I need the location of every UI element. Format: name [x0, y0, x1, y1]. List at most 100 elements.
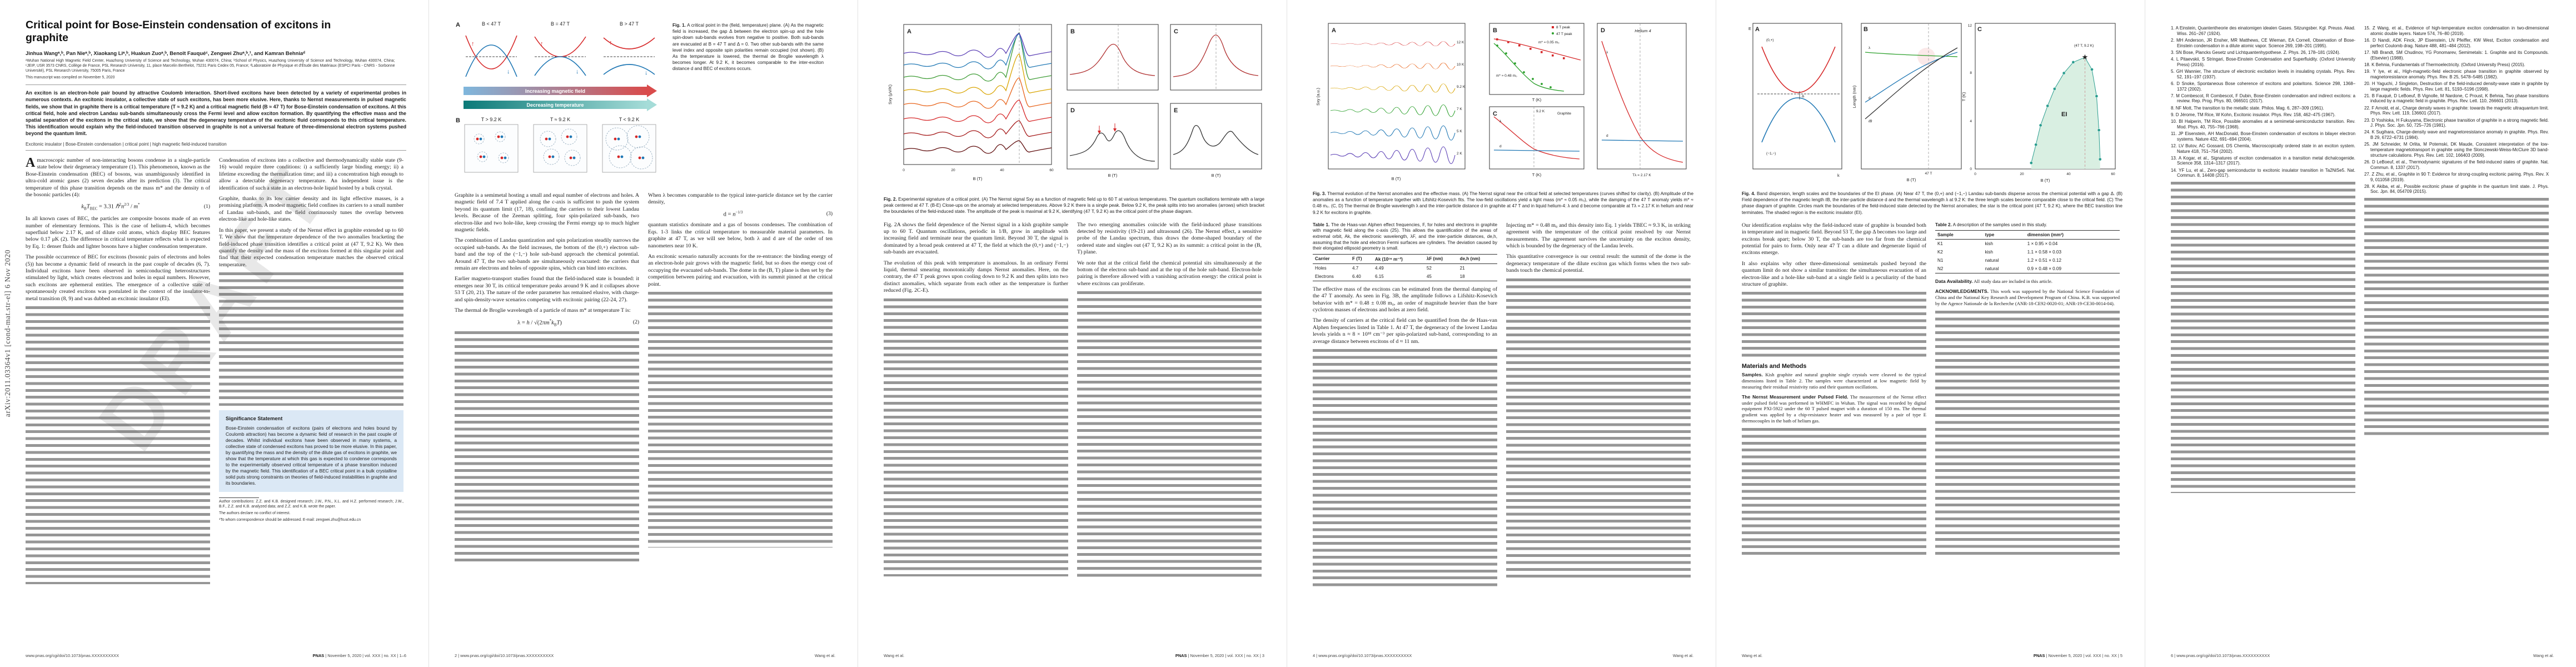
text-lines	[1742, 427, 1926, 556]
band-diagram-3: ↑ ↓	[603, 37, 655, 76]
svg-text:B: B	[1070, 28, 1075, 35]
footer-authors: Wang et al.	[884, 653, 905, 658]
column-right: Table 2. A description of the samples us…	[1935, 222, 2120, 560]
reference: 11. JP Eisenstein, AH MacDonald, Bose-Ei…	[2171, 131, 2355, 142]
svg-text:20: 20	[2020, 172, 2024, 176]
reference: 10. BI Halperin, TM Rice, Possible anoma…	[2171, 119, 2355, 130]
svg-text:T (K): T (K)	[1532, 97, 1542, 102]
band-label: (0,+)	[1766, 38, 1774, 42]
svg-text:d: d	[1869, 96, 1871, 100]
paragraph: This quantitative convergence is our cen…	[1506, 253, 1691, 274]
reference: 18. K Behnia, Fundamentals of Thermoelec…	[2364, 62, 2525, 67]
svg-text:λ: λ	[1869, 46, 1871, 50]
equation-3: d = n−1/3 (3)	[723, 210, 833, 218]
y-axis-label: E	[1748, 26, 1751, 31]
paragraph: We note that at the critical field the c…	[1077, 260, 1262, 287]
column-right: The two emerging anomalies coincide with…	[1077, 222, 1262, 585]
reference: 2. MH Anderson, JR Ensher, MR Matthews, …	[2171, 37, 2355, 48]
svg-text:10 K: 10 K	[1457, 63, 1464, 67]
spin-up-arrow-icon: ↑	[609, 39, 612, 46]
svg-text:C: C	[1493, 111, 1497, 117]
paragraph: Injecting m* = 0.48 m₀ and this density …	[1506, 222, 1691, 250]
footer-issue: PNAS | November 5, 2020 | vol. XXX | no.…	[1175, 653, 1264, 658]
svg-text:A: A	[1755, 26, 1760, 33]
reference: 27. Z Zhu, et al., Graphite in 90 T: Evi…	[2364, 171, 2549, 182]
spin-down-arrow-icon: ↓	[576, 68, 579, 75]
paragraph: Our identification explains why the fiel…	[1742, 222, 1926, 256]
figure-4-graphic: A (0,+) (−1,−) Δ E k B λ d ℓB	[1748, 23, 2116, 183]
references-column-right: 15. Z Wang, et al., Evidence of high-tem…	[2364, 26, 2549, 497]
table-row: Holes 4.7 4.49 52 21	[1315, 265, 1465, 271]
gap-label: Δ	[1802, 94, 1805, 98]
page-1: arXiv:2011.03364v1 [cond-mat.str-el] 6 N…	[0, 0, 429, 667]
svg-text:0: 0	[1970, 167, 1972, 171]
svg-text:A: A	[1332, 27, 1336, 34]
page-footer: 2 | www.pnas.org/cgi/doi/10.1073/pnas.XX…	[455, 651, 835, 658]
equation-number: (1)	[203, 204, 210, 210]
page-footer: www.pnas.org/cgi/doi/10.1073/pnas.XXXXXX…	[26, 651, 406, 658]
figure-1-caption: Fig. 1. A critical point in the (field, …	[672, 23, 824, 72]
svg-text:47 T: 47 T	[1925, 172, 1932, 176]
field-gradient-arrow: Increasing magnetic field	[464, 84, 657, 97]
equation-number: (2)	[632, 320, 639, 326]
reference: 4. L Pitaevskii, S Stringari, Bose-Einst…	[2171, 57, 2355, 67]
spin-up-arrow-icon: ↑	[471, 41, 475, 47]
svg-text:0: 0	[1974, 172, 1976, 176]
paragraph: The density of carriers at the critical …	[1313, 317, 1497, 345]
legend-entry: 47 T peak	[1556, 32, 1572, 36]
footer-authors: Wang et al.	[2533, 653, 2554, 658]
svg-text:Increasing magnetic field: Increasing magnetic field	[525, 88, 585, 94]
panel-letter: A	[907, 28, 911, 35]
svg-text:D: D	[1070, 107, 1075, 114]
paragraph: When λ becomes comparable to the typical…	[648, 192, 833, 206]
panel-b-label: B	[456, 117, 460, 124]
dropcap: A	[26, 156, 36, 171]
svg-text:60: 60	[1049, 168, 1054, 172]
text-lines	[1506, 278, 1691, 579]
reference: 17. NB Brandt, SM Chudinov, YG Ponomarev…	[2364, 49, 2549, 61]
paragraph: The possible occurrence of BEC for excit…	[26, 254, 210, 302]
paragraph: quantum statistics dominate and a gas of…	[648, 222, 833, 249]
table-2-caption: Table 2. A description of the samples us…	[1935, 222, 2047, 227]
text-lines	[1742, 292, 1926, 359]
x-axis-label: B (T)	[973, 176, 983, 181]
table-2: Sample type dimension (mm³) K1 kish 1 × 0.95…	[1935, 230, 2120, 274]
svg-text:40: 40	[2066, 172, 2071, 176]
phase-label: EI	[2061, 111, 2067, 118]
figure-4-caption: Fig. 4. Band dispersion, length scales a…	[1742, 191, 2123, 215]
reference: 12. LV Butov, AC Gossard, DS Chemla, Mac…	[2171, 143, 2355, 154]
paragraph: Condensation of excitons into a collecti…	[219, 157, 403, 191]
equation-number: (3)	[826, 211, 833, 217]
arxiv-stamp: arXiv:2011.03364v1 [cond-mat.str-el] 6 N…	[3, 0, 12, 667]
table-row: K1 kish 1 × 0.95 × 0.04	[1937, 241, 2058, 247]
band-diagram-2: ↑ ↓	[534, 36, 586, 76]
column-right: Condensation of excitons into a collecti…	[219, 157, 403, 589]
band-title-2: B = 47 T	[551, 21, 570, 27]
band-label: (−1,−)	[1766, 152, 1776, 156]
paragraph: In all known cases of BEC, the particles…	[26, 216, 210, 250]
svg-text:B: B	[1864, 26, 1868, 33]
reference: 23. D Yoshioka, H Fukuyama, Electronic p…	[2364, 117, 2549, 128]
arxiv-stamp-text: arXiv:2011.03364v1 [cond-mat.str-el] 6 N…	[3, 250, 12, 417]
column-right: When λ becomes comparable to the typical…	[648, 192, 833, 569]
paragraph: Graphite, thanks to its low carrier dens…	[219, 196, 403, 223]
critical-point-label: (47 T, 9.2 K)	[2074, 44, 2094, 48]
footnote-block: Author contributions: Z.Z. and K.B. desi…	[219, 497, 403, 522]
reference: 24. K Sugihara, Charge-density wave and …	[2364, 130, 2549, 141]
mass-label: m* ≈ 0.05 m₀	[1538, 41, 1559, 44]
reference: 13. A Kogar, et al., Signatures of excit…	[2171, 155, 2355, 166]
text-lines	[219, 272, 403, 406]
significance-statement: Significance Statement Bose-Einstein con…	[219, 410, 403, 492]
column-left: Graphite is a semimetal hosting a small …	[455, 192, 639, 569]
reference: 19. Y Iye, et al., High-magnetic-field e…	[2364, 68, 2549, 79]
reference: 22. F Arnold, et al., Charge density wav…	[2364, 105, 2549, 116]
significance-title: Significance Statement	[226, 416, 283, 422]
svg-text:60: 60	[2111, 172, 2115, 176]
paragraph: The combination of Landau quantization a…	[455, 237, 639, 272]
svg-text:λ: λ	[1606, 51, 1608, 54]
page-3: A Sxy (μV/K) 0 20 40 60 B (T) B	[858, 0, 1287, 667]
figure-2-caption: Fig. 2. Experimental signature of a crit…	[884, 197, 1264, 215]
x-axis-label: B (T)	[1392, 176, 1401, 181]
